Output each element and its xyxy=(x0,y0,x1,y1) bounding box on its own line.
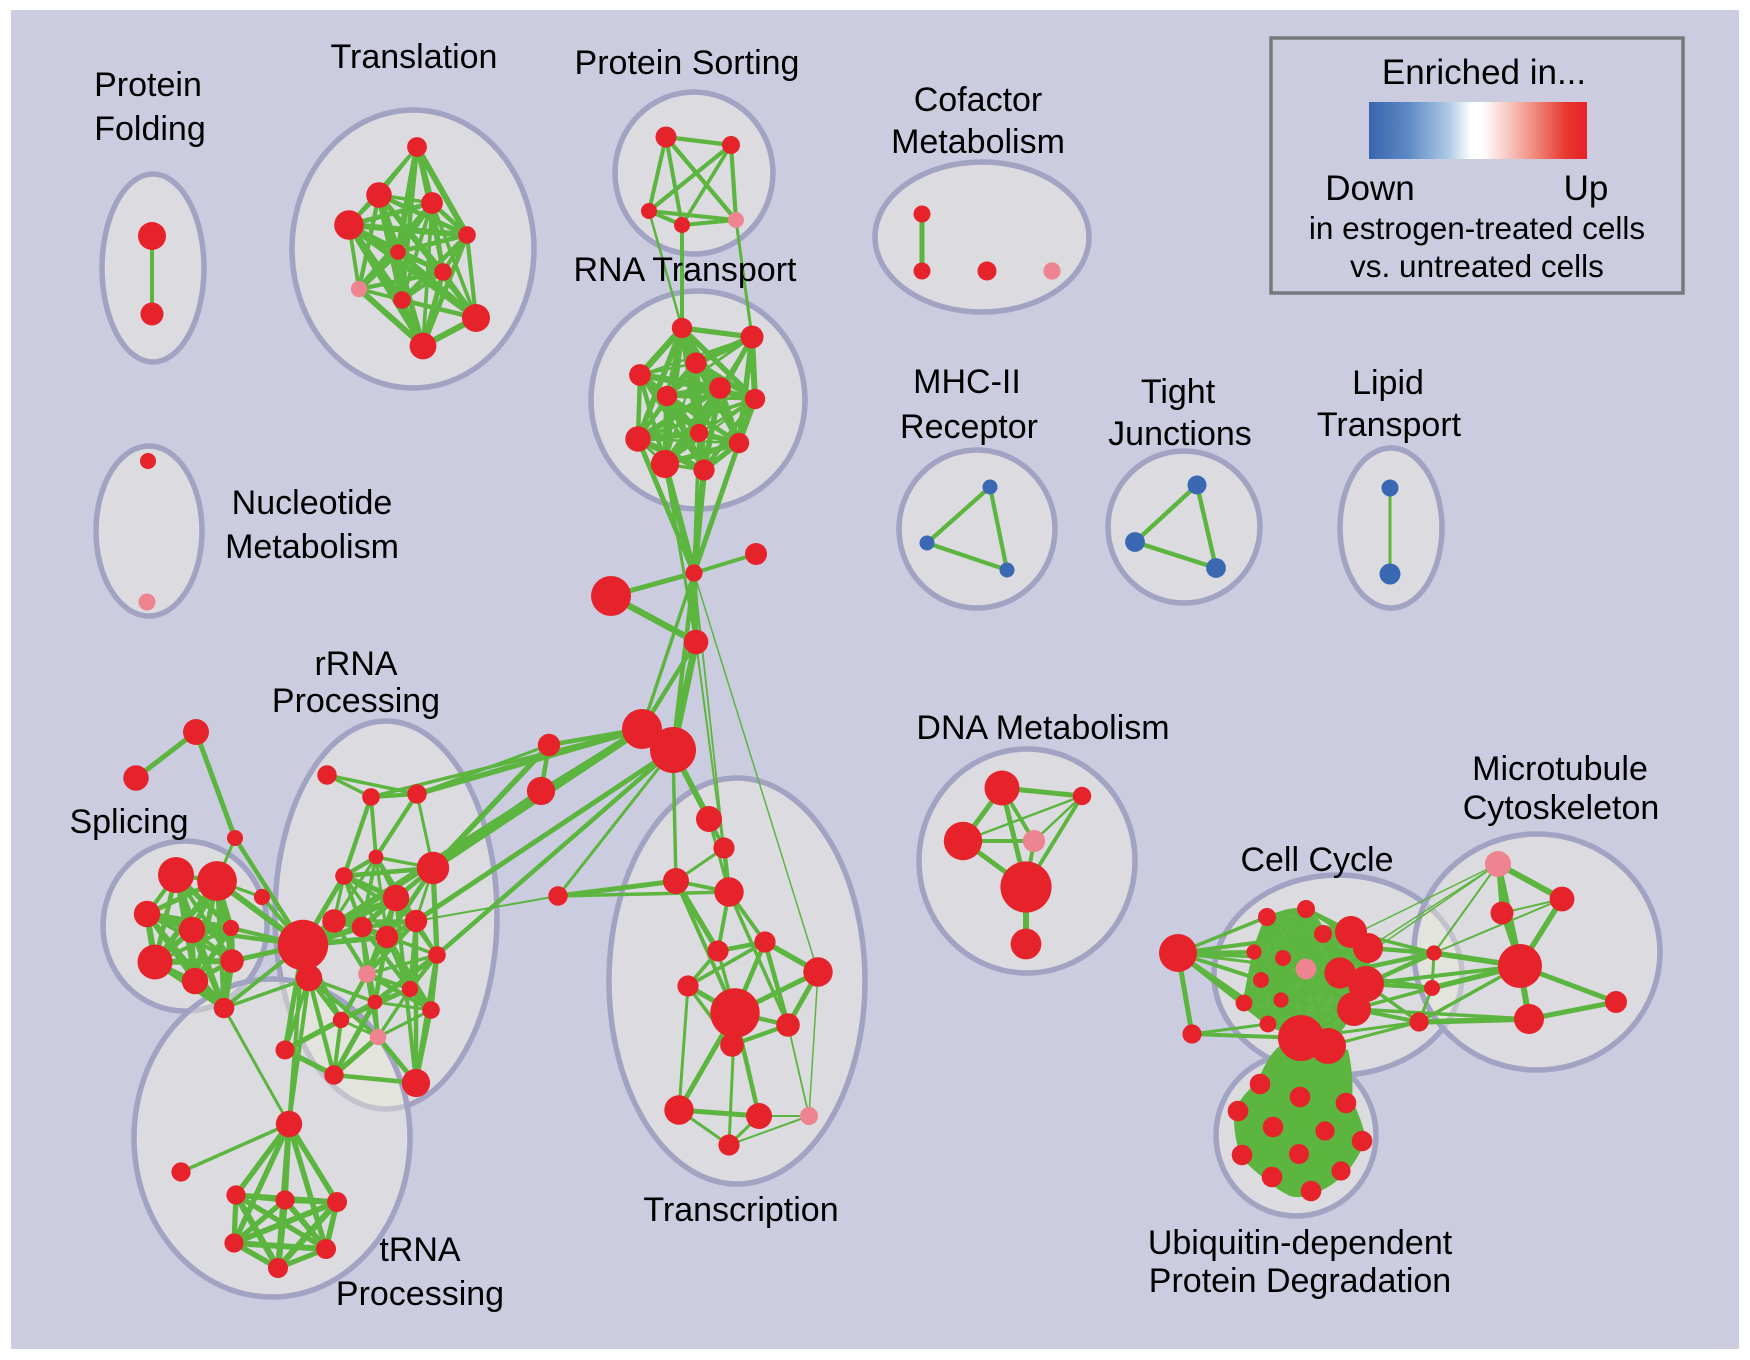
svg-text:Tight: Tight xyxy=(1141,373,1216,411)
svg-text:Transcription: Transcription xyxy=(643,1191,838,1229)
svg-text:Down: Down xyxy=(1325,169,1414,208)
svg-text:Lipid: Lipid xyxy=(1352,364,1424,402)
svg-text:Protein Degradation: Protein Degradation xyxy=(1149,1262,1451,1300)
svg-text:Metabolism: Metabolism xyxy=(891,123,1065,161)
svg-text:RNA Transport: RNA Transport xyxy=(574,251,798,289)
svg-text:tRNA: tRNA xyxy=(379,1231,461,1269)
svg-text:Up: Up xyxy=(1564,169,1609,208)
svg-text:Microtubule: Microtubule xyxy=(1472,750,1648,788)
svg-text:Folding: Folding xyxy=(94,110,206,148)
svg-text:rRNA: rRNA xyxy=(314,645,397,683)
svg-text:Nucleotide: Nucleotide xyxy=(232,484,393,522)
svg-text:MHC-II: MHC-II xyxy=(913,363,1021,401)
svg-text:vs. untreated cells: vs. untreated cells xyxy=(1350,248,1604,284)
svg-text:Processing: Processing xyxy=(336,1275,504,1313)
svg-text:in estrogen-treated cells: in estrogen-treated cells xyxy=(1309,210,1645,246)
svg-text:Cell Cycle: Cell Cycle xyxy=(1240,841,1393,879)
svg-text:Junctions: Junctions xyxy=(1108,415,1252,453)
svg-text:Cytoskeleton: Cytoskeleton xyxy=(1463,789,1660,827)
svg-text:Splicing: Splicing xyxy=(69,803,188,841)
svg-text:Transport: Transport xyxy=(1317,406,1462,444)
svg-text:Enriched in...: Enriched in... xyxy=(1382,53,1586,92)
svg-text:DNA Metabolism: DNA Metabolism xyxy=(916,709,1169,747)
svg-text:Protein Sorting: Protein Sorting xyxy=(575,44,800,82)
svg-text:Cofactor: Cofactor xyxy=(914,81,1043,119)
svg-text:Receptor: Receptor xyxy=(900,408,1038,446)
svg-text:Translation: Translation xyxy=(331,38,498,76)
svg-text:Processing: Processing xyxy=(272,682,440,720)
svg-text:Protein: Protein xyxy=(94,66,202,104)
svg-text:Metabolism: Metabolism xyxy=(225,528,399,566)
svg-text:Ubiquitin-dependent: Ubiquitin-dependent xyxy=(1148,1224,1453,1262)
